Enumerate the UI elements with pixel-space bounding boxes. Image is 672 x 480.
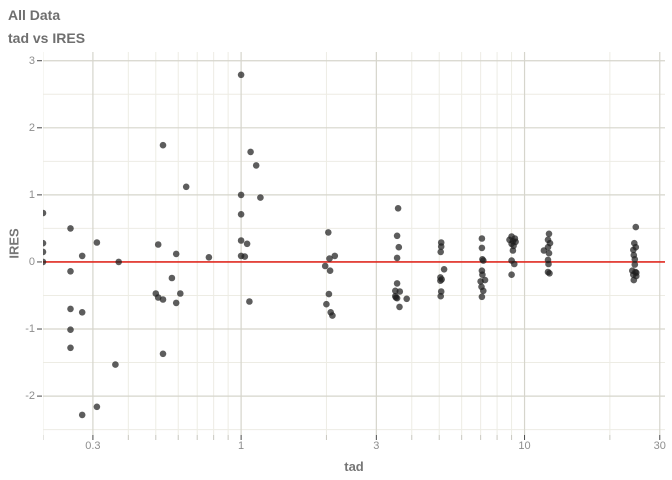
x-axis-title: tad [344,459,364,474]
data-point [93,239,101,246]
data-point [511,260,518,268]
data-point [545,230,553,238]
data-point [246,298,253,305]
data-point [43,209,47,217]
data-point [326,255,333,262]
data-point [182,183,190,191]
data-point [437,248,445,256]
y-tick-label: 1 [28,188,35,201]
x-tick-label: 0.3 [85,440,101,452]
data-point [67,326,74,334]
data-point [154,241,162,248]
data-point [67,225,74,232]
y-tick-label: 3 [28,54,35,67]
data-point [237,211,245,218]
data-point [67,305,74,313]
data-point [396,288,404,295]
data-point [172,299,180,307]
data-point [478,235,486,242]
data-point [252,162,260,169]
data-point [325,229,332,236]
data-point [437,243,445,250]
y-axis-tick-labels: 3 2 1 0 -1 -2 [0,52,35,435]
data-point [159,141,167,149]
data-point [159,350,167,358]
data-point [545,260,552,268]
chart-subtitle: tad vs IRES [8,30,86,46]
data-point [545,249,553,257]
data-point [247,148,254,156]
data-point [403,295,411,303]
data-point [331,252,339,260]
data-point [67,344,74,352]
data-point [632,223,640,231]
data-point [479,271,486,278]
data-point [325,290,333,298]
data-point [478,293,486,301]
data-point [115,258,122,266]
data-point [177,290,184,297]
data-point [326,267,334,274]
y-tick-label: -2 [25,390,35,403]
data-point [43,239,47,247]
data-point [477,278,484,285]
data-point [394,205,402,212]
data-point [480,287,487,295]
data-point [205,254,213,261]
data-point [257,194,264,201]
data-point [237,191,245,199]
data-point [546,270,553,277]
y-axis-title: IRES [6,228,22,259]
plot-panel [43,52,665,435]
x-tick-label: 1 [238,440,245,452]
data-point [630,276,638,284]
data-point [243,240,251,248]
data-point [329,312,336,319]
y-tick-label: 2 [28,121,35,134]
data-point [540,247,548,254]
data-point [393,294,401,302]
x-tick-label: 10 [518,440,531,452]
data-point [168,274,176,282]
data-point [112,361,119,368]
data-point [437,277,444,284]
data-point [509,247,517,254]
data-point [237,71,245,79]
data-point [43,248,47,256]
data-point [396,303,403,311]
data-point [437,292,445,300]
data-point [478,244,486,252]
x-tick-label: 3 [373,440,380,452]
y-tick-label: -1 [25,323,35,336]
y-tick-label: 0 [28,255,35,268]
data-point [321,262,329,270]
data-point [393,232,401,240]
x-tick-label: 30 [653,440,666,452]
data-point [78,252,86,260]
data-point [323,300,330,308]
x-axis-ticks [43,435,661,440]
x-axis-tick-labels: 0.3 1 3 10 30 [0,440,672,456]
data-point [440,266,448,273]
data-point [93,403,101,411]
data-point [78,411,86,419]
data-point [631,256,639,263]
data-point [631,261,639,268]
data-point [237,237,245,244]
data-point [241,253,249,260]
data-point [159,296,167,303]
data-point [393,254,401,262]
data-point [43,258,47,266]
data-point [630,246,637,254]
chart-title: All Data [8,7,61,23]
data-point [393,280,401,287]
data-point [480,257,487,264]
data-point [67,268,74,275]
data-point [78,309,86,316]
data-point [172,250,180,258]
data-point [395,243,403,251]
y-axis-ticks [37,60,42,397]
data-point [508,271,515,278]
